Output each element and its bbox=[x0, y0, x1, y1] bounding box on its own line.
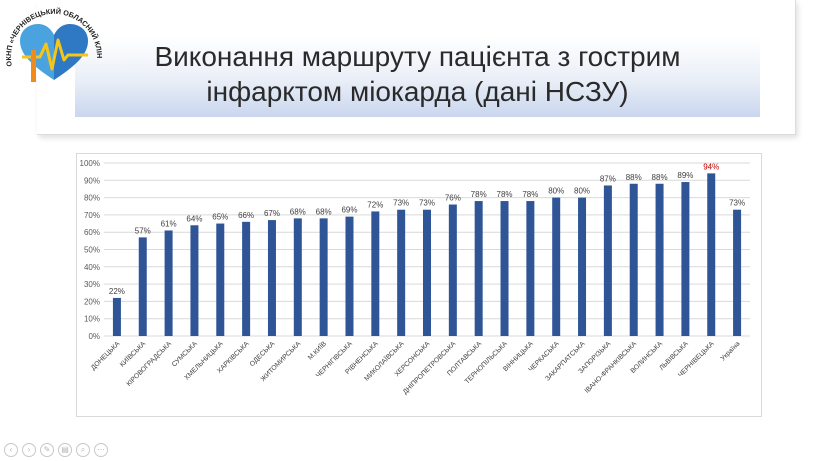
bar bbox=[190, 225, 199, 336]
y-tick-label: 10% bbox=[84, 315, 100, 324]
data-label: 57% bbox=[135, 226, 151, 235]
data-label: 89% bbox=[677, 171, 693, 180]
slides-icon[interactable]: ▤ bbox=[58, 443, 72, 457]
category-label: Україна bbox=[720, 340, 742, 362]
bar bbox=[216, 223, 225, 336]
data-label: 72% bbox=[367, 200, 383, 209]
slide-title-line2: інфарктом міокарда (дані НСЗУ) bbox=[206, 76, 629, 107]
bar bbox=[138, 237, 147, 336]
bar bbox=[681, 182, 690, 336]
data-label: 64% bbox=[186, 214, 202, 223]
bar bbox=[707, 173, 716, 336]
bar bbox=[500, 201, 509, 336]
bar bbox=[655, 183, 664, 336]
bar bbox=[423, 209, 431, 336]
heart-right-icon bbox=[54, 24, 88, 80]
bar bbox=[267, 220, 276, 336]
data-label: 87% bbox=[600, 174, 616, 183]
bar bbox=[345, 216, 354, 336]
y-tick-label: 70% bbox=[84, 211, 100, 220]
bar bbox=[733, 209, 742, 336]
data-label: 78% bbox=[497, 190, 513, 199]
category-label: М.КИЇВ bbox=[306, 339, 328, 361]
data-label: 67% bbox=[264, 209, 280, 218]
bar bbox=[293, 218, 302, 336]
chart-frame bbox=[76, 153, 762, 417]
bar bbox=[526, 201, 535, 336]
bar bbox=[112, 297, 121, 336]
person-figure-icon bbox=[31, 50, 36, 82]
data-label: 69% bbox=[341, 206, 357, 215]
y-tick-label: 30% bbox=[84, 280, 100, 289]
y-tick-label: 60% bbox=[84, 228, 100, 237]
data-label: 66% bbox=[238, 211, 254, 220]
bar bbox=[371, 211, 380, 336]
cardiology-center-logo: ОКНП «ЧЕРНІВЕЦЬКИЙ ОБЛАСНИЙ КЛІНІЧНИЙ КА… bbox=[0, 0, 104, 82]
bar bbox=[164, 230, 173, 336]
data-label: 73% bbox=[419, 199, 435, 208]
bar bbox=[474, 201, 483, 336]
data-label: 68% bbox=[316, 207, 332, 216]
y-tick-label: 100% bbox=[80, 159, 100, 168]
data-label: 73% bbox=[393, 199, 409, 208]
data-label: 65% bbox=[212, 213, 228, 222]
bar bbox=[578, 197, 587, 336]
category-label: ІВАНО-ФРАНКІВСЬКА bbox=[584, 340, 639, 395]
category-label: КІРОВОГРАДСЬКА bbox=[126, 340, 174, 388]
data-label: 88% bbox=[626, 173, 642, 182]
y-tick-label: 0% bbox=[88, 332, 100, 341]
next-icon[interactable]: › bbox=[22, 443, 36, 457]
data-label: 68% bbox=[290, 207, 306, 216]
title-band bbox=[75, 37, 760, 117]
heart-left-icon bbox=[20, 24, 54, 80]
data-label: 94% bbox=[703, 162, 719, 171]
bar bbox=[397, 209, 406, 336]
slideshow-controls: ‹ › ✎ ▤ ⌕ ⋯ bbox=[4, 443, 108, 459]
bar bbox=[242, 221, 251, 336]
y-tick-label: 20% bbox=[84, 297, 100, 306]
data-label: 78% bbox=[522, 190, 538, 199]
more-icon[interactable]: ⋯ bbox=[94, 443, 108, 457]
bar bbox=[319, 218, 328, 336]
bar-chart: 0% 10% 20% 30% 40% 50% 60% 70% 80% 90% 100% 22% ДОНЕ… bbox=[80, 159, 750, 396]
bar bbox=[603, 185, 612, 336]
y-tick-label: 40% bbox=[84, 263, 100, 272]
data-label: 22% bbox=[109, 287, 125, 296]
data-label: 88% bbox=[652, 173, 668, 182]
slide-title-line1: Виконання маршруту пацієнта з гострим bbox=[154, 41, 681, 72]
y-tick-label: 90% bbox=[84, 176, 100, 185]
y-tick-label: 50% bbox=[84, 246, 100, 255]
prev-icon[interactable]: ‹ bbox=[4, 443, 18, 457]
pulse-line-icon bbox=[22, 38, 88, 71]
zoom-icon[interactable]: ⌕ bbox=[76, 443, 90, 457]
slide-title: Виконання маршруту пацієнта з гострим ін… bbox=[75, 39, 760, 109]
data-label: 78% bbox=[471, 190, 487, 199]
data-label: 61% bbox=[161, 219, 177, 228]
y-tick-label: 80% bbox=[84, 194, 100, 203]
data-label: 80% bbox=[548, 187, 564, 196]
data-label: 80% bbox=[574, 187, 590, 196]
bar bbox=[552, 197, 561, 336]
pen-icon[interactable]: ✎ bbox=[40, 443, 54, 457]
data-label: 76% bbox=[445, 194, 461, 203]
data-label: 73% bbox=[729, 199, 745, 208]
bar bbox=[448, 204, 457, 336]
bar bbox=[629, 183, 638, 336]
category-label: ДОНЕЦЬКА bbox=[90, 340, 122, 372]
